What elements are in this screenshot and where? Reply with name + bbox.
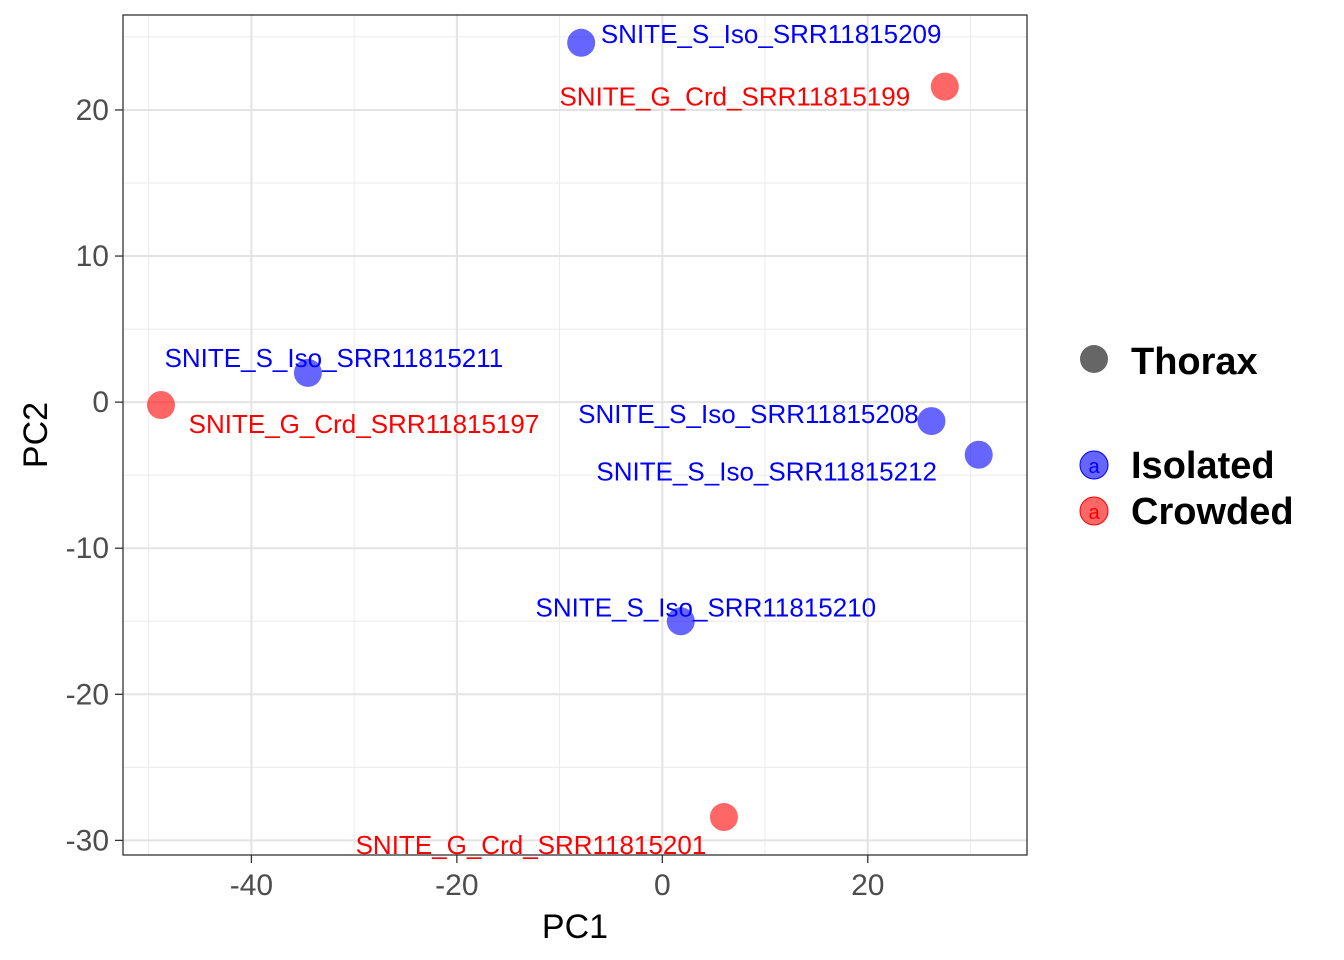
legend: Thorax a Isolated a Crowded bbox=[1079, 341, 1294, 533]
y-tick-label: -20 bbox=[66, 678, 109, 711]
point-label: SNITE_S_Iso_SRR11815211 bbox=[165, 343, 504, 373]
x-tick-label: -20 bbox=[435, 869, 478, 902]
legend-label-crowded: Crowded bbox=[1131, 491, 1294, 533]
legend-key-crowded bbox=[1079, 496, 1109, 526]
minor-gridlines bbox=[123, 15, 1027, 855]
x-axis-ticks: -40 -20 0 20 bbox=[230, 855, 884, 902]
point-label: SNITE_S_Iso_SRR11815212 bbox=[596, 457, 937, 487]
x-axis-title: PC1 bbox=[542, 908, 608, 946]
legend-key-glyph: a bbox=[1088, 502, 1100, 524]
data-point bbox=[567, 28, 596, 57]
point-labels: SNITE_S_Iso_SRR11815209 SNITE_G_Crd_SRR11… bbox=[165, 19, 942, 860]
data-points bbox=[147, 28, 993, 832]
data-point bbox=[147, 391, 176, 420]
point-label: SNITE_G_Crd_SRR11815197 bbox=[189, 409, 540, 439]
data-point bbox=[930, 72, 959, 101]
point-label: SNITE_S_Iso_SRR11815210 bbox=[535, 592, 876, 622]
data-point bbox=[964, 440, 993, 469]
y-tick-label: -10 bbox=[66, 532, 109, 565]
y-tick-label: 0 bbox=[92, 386, 109, 419]
legend-label-isolated: Isolated bbox=[1131, 445, 1275, 487]
point-label: SNITE_S_Iso_SRR11815208 bbox=[578, 399, 919, 429]
y-axis-ticks: -30 -20 -10 0 10 20 bbox=[66, 94, 123, 857]
point-label: SNITE_S_Iso_SRR11815209 bbox=[601, 19, 942, 49]
y-axis-title: PC2 bbox=[17, 402, 55, 468]
x-tick-label: 0 bbox=[654, 869, 671, 902]
data-point bbox=[917, 407, 946, 436]
data-point bbox=[666, 607, 695, 636]
legend-key-glyph: a bbox=[1088, 456, 1100, 478]
point-label: SNITE_G_Crd_SRR11815199 bbox=[559, 82, 910, 112]
y-tick-label: 20 bbox=[76, 94, 109, 127]
data-point bbox=[709, 803, 738, 832]
panel-border bbox=[122, 14, 1028, 856]
y-tick-label: -30 bbox=[66, 824, 109, 857]
x-tick-label: 20 bbox=[851, 869, 884, 902]
y-tick-label: 10 bbox=[76, 240, 109, 273]
legend-color-entries: a Isolated a Crowded bbox=[1079, 445, 1294, 533]
x-tick-label: -40 bbox=[230, 869, 273, 902]
data-point bbox=[293, 358, 322, 387]
legend-shape-key bbox=[1080, 345, 1108, 373]
major-gridlines bbox=[123, 15, 1027, 855]
legend-shape-title: Thorax bbox=[1131, 341, 1258, 383]
legend-key-isolated bbox=[1079, 450, 1109, 480]
